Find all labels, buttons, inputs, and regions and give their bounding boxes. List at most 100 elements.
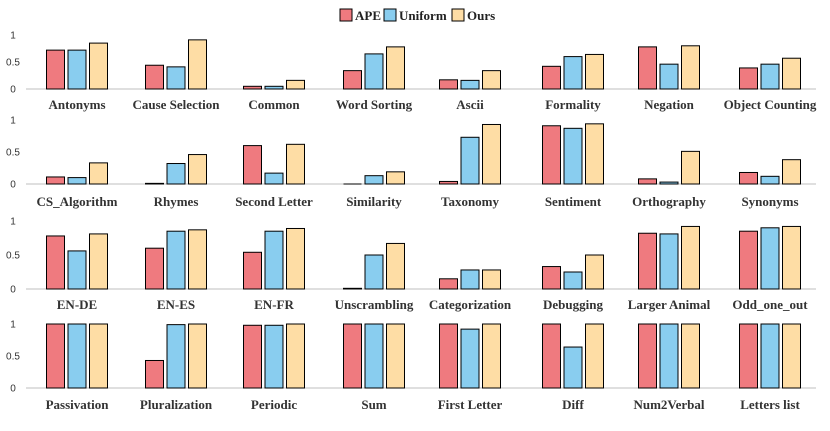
bar-ape-passivation (46, 323, 65, 389)
legend-swatch-uniform (383, 8, 397, 22)
bar-ape-diff (542, 323, 561, 389)
bar-ours-synonyms (782, 159, 801, 185)
category-label-unscrambling: Unscrambling (335, 297, 414, 312)
y-tick-label: 1 (10, 116, 16, 127)
bar-uniform-periodic (264, 324, 284, 389)
panel-2: 1 0.5 0 CS_Algorithm Rhymes Second Letter Simi… (6, 116, 816, 209)
bar-group-common (243, 79, 305, 90)
bar-ours-num2verbal (681, 323, 700, 389)
y-tick-label: 0.5 (6, 148, 20, 159)
bar-ape-antonyms (46, 49, 65, 90)
bar-ours-categorization (482, 269, 501, 290)
bar-ours-odd-one-out (782, 225, 801, 290)
legend: APE Uniform Ours (339, 8, 495, 23)
bar-uniform-en-fr (264, 230, 284, 290)
bar-group-diff (542, 323, 604, 389)
bar-ours-cs-algorithm (89, 162, 108, 185)
bar-ours-en-es (188, 229, 207, 290)
category-label-en-fr: EN-FR (254, 297, 294, 312)
y-tick-label: 0 (10, 180, 16, 191)
bar-ours-negation (681, 45, 700, 90)
bar-group-en-fr (243, 227, 305, 290)
bar-group-periodic (243, 323, 305, 389)
bar-group-cs-algorithm (46, 162, 108, 185)
bar-uniform-synonyms (760, 175, 780, 185)
bar-ours-common (286, 79, 305, 90)
category-label-negation: Negation (644, 97, 695, 112)
category-label-categorization: Categorization (429, 297, 512, 312)
bar-group-second-letter (243, 143, 305, 185)
bar-ape-letters-list (739, 323, 758, 389)
bar-ape-cs-algorithm (46, 176, 65, 185)
bar-group-antonyms (46, 42, 108, 90)
bar-uniform-sentiment (563, 127, 583, 185)
bar-group-synonyms (739, 159, 801, 185)
bar-ours-word-sorting (386, 46, 405, 90)
category-label-first-letter: First Letter (438, 397, 503, 412)
bar-ape-taxonomy (439, 180, 458, 185)
category-label-debugging: Debugging (543, 297, 603, 312)
category-label-periodic: Periodic (251, 397, 297, 412)
bar-uniform-sum (364, 323, 384, 389)
category-label-formality: Formality (545, 97, 601, 112)
legend-label-ape: APE (355, 8, 381, 23)
category-label-rhymes: Rhymes (154, 194, 199, 209)
category-label-word-sorting: Word Sorting (336, 97, 413, 112)
bar-ape-en-de (46, 235, 65, 290)
bar-ape-object-counting (739, 67, 758, 90)
bar-ours-first-letter (482, 323, 501, 389)
bar-ape-larger-animal (638, 232, 657, 290)
panel-3: 1 0.5 0 EN-DE EN-ES EN-FR Unscrambling Categori… (6, 217, 816, 312)
y-tick-label: 0.5 (6, 251, 20, 262)
bar-uniform-common (264, 85, 284, 90)
bar-uniform-cause-selection (166, 66, 186, 90)
bar-ours-object-counting (782, 57, 801, 90)
bar-ape-unscrambling (343, 287, 362, 290)
bar-group-negation (638, 45, 700, 90)
bar-uniform-taxonomy (460, 136, 480, 185)
bar-ape-num2verbal (638, 323, 657, 389)
bar-ape-negation (638, 46, 657, 90)
bar-ours-larger-animal (681, 225, 700, 290)
bar-group-orthography (638, 150, 700, 185)
bar-ape-debugging (542, 266, 561, 290)
bar-group-en-de (46, 233, 108, 290)
bar-ape-common (243, 85, 262, 90)
bar-group-sum (343, 323, 405, 389)
bar-group-rhymes (145, 154, 207, 185)
bar-ours-sum (386, 323, 405, 389)
category-label-larger-animal: Larger Animal (628, 297, 711, 312)
bar-uniform-letters-list (760, 323, 780, 389)
bar-group-unscrambling (343, 242, 405, 290)
bar-uniform-unscrambling (364, 254, 384, 290)
bar-ape-rhymes (145, 182, 164, 185)
category-label-antonyms: Antonyms (48, 97, 105, 112)
bar-ours-ascii (482, 70, 501, 90)
bar-ours-passivation (89, 323, 108, 389)
legend-item-uniform: Uniform (383, 8, 447, 23)
y-tick-label: 0 (10, 384, 16, 395)
bar-ours-en-fr (286, 227, 305, 290)
bar-ours-taxonomy (482, 123, 501, 185)
category-label-cs-algorithm: CS_Algorithm (37, 194, 118, 209)
category-label-en-de: EN-DE (57, 297, 97, 312)
bar-group-ascii (439, 70, 501, 90)
category-label-object-counting: Object Counting (724, 97, 817, 112)
chart-panels: 1 0.5 0 Antonyms Cause Selection Common Word S… (6, 31, 817, 413)
bar-ape-orthography (638, 178, 657, 185)
bar-group-num2verbal (638, 323, 700, 389)
bar-uniform-debugging (563, 271, 583, 290)
y-tick-label: 0 (10, 85, 16, 96)
y-tick-label: 0 (10, 285, 16, 296)
bar-ours-antonyms (89, 42, 108, 90)
legend-swatch-ape (339, 8, 353, 22)
bar-uniform-second-letter (264, 172, 284, 185)
category-label-sum: Sum (361, 397, 386, 412)
bar-ape-pluralization (145, 359, 164, 389)
category-label-en-es: EN-ES (157, 297, 195, 312)
category-label-odd-one-out: Odd_one_out (732, 297, 808, 312)
legend-label-ours: Ours (467, 8, 495, 23)
category-label-common: Common (248, 97, 300, 112)
bar-uniform-larger-animal (659, 233, 679, 290)
